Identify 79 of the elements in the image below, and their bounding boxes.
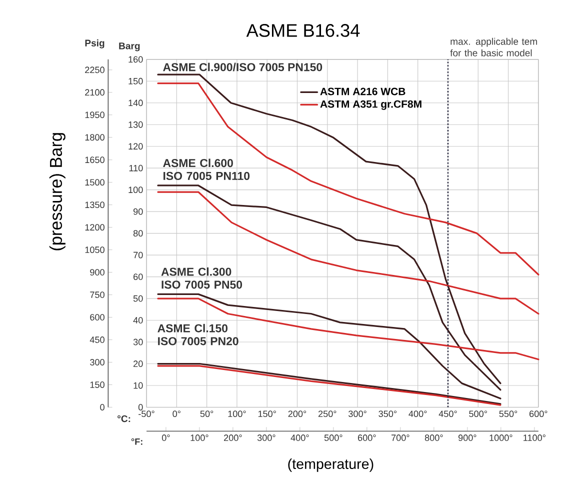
x-tick-label: 150° — [258, 410, 276, 418]
x2-axis-title: °F: — [131, 438, 142, 445]
y-axis-title: Barg — [119, 42, 140, 52]
line-series — [157, 74, 502, 384]
text: (pressure) Barg — [49, 133, 66, 250]
y2-tick-label: 750 — [90, 292, 104, 298]
line-series — [157, 82, 540, 276]
y-tick-label: 10 — [134, 382, 143, 389]
y2-axis-title: Psig — [85, 40, 104, 48]
y-tick-label: 60 — [134, 274, 143, 280]
annotation: ASME Cl.300 ISO 7005 PN50 — [161, 268, 242, 289]
chart-title: ASME B16.34 — [246, 24, 360, 38]
x-tick-label: 0° — [172, 410, 180, 418]
y2-tick-label: 1650 — [85, 156, 104, 164]
x2-tick-label: 700° — [392, 434, 410, 442]
x2-tick-label: 1100° — [524, 434, 546, 442]
y-tick-label: 150 — [128, 78, 143, 84]
y-tick-label: 0 — [138, 404, 143, 411]
annotation: ASME Cl.150 ISO 7005 PN20 — [158, 324, 238, 346]
legend-label: ASTM A216 WCB — [320, 88, 406, 96]
line-series — [157, 191, 540, 315]
y-tick-label: 100 — [128, 186, 143, 194]
y-tick-label: 70 — [134, 252, 143, 258]
y2-tick-label: 900 — [90, 269, 104, 276]
x-tick-label: 100° — [228, 410, 246, 418]
y-tick-label: 40 — [133, 317, 143, 324]
x-tick-label: 450° — [438, 410, 457, 418]
y2-tick-label: 1800 — [85, 134, 104, 141]
y2-tick-label: 1200 — [85, 224, 104, 231]
y2-tick-label: 1350 — [85, 202, 104, 208]
x2-tick-label: 400° — [290, 434, 309, 442]
y-tick-label: 50 — [133, 295, 143, 302]
x-tick-label: 350° — [378, 410, 397, 418]
annotation: ASME Cl.600 ISO 7005 PN110 — [163, 158, 250, 180]
x2-tick-label: 0° — [162, 434, 170, 442]
x-tick-label: 250° — [318, 410, 336, 418]
x2-tick-label: 600° — [358, 434, 376, 442]
line-series — [157, 184, 502, 391]
x2-tick-label: 1000° — [490, 434, 512, 442]
ref-line-label: max. applicable tem for the basic model — [450, 38, 537, 56]
x-axis-title: (temperature) — [288, 458, 374, 472]
x-tick-label: 200° — [288, 410, 306, 418]
x-tick-label: -50° — [138, 410, 154, 418]
y-tick-label: 110 — [129, 165, 143, 172]
y-tick-label: 140 — [128, 100, 143, 106]
y2-tick-label: 600 — [90, 314, 104, 321]
x2-tick-label: 800° — [424, 434, 443, 442]
y2-tick-label: 2250 — [85, 66, 104, 74]
y-tick-label: 160 — [128, 56, 143, 63]
y2-tick-label: 1050 — [85, 246, 104, 254]
x-tick-label: 500° — [469, 410, 487, 418]
y-tick-label: 90 — [133, 208, 143, 215]
x-tick-label: 50° — [200, 410, 214, 418]
y-tick-label: 20 — [134, 360, 143, 368]
y2-tick-label: 0 — [100, 404, 104, 411]
x2-tick-label: 500° — [324, 434, 342, 442]
x2-tick-label: 100° — [190, 434, 208, 442]
x-tick-label: 600° — [530, 410, 548, 418]
annotation: ASME Cl.900/ISO 7005 PN150 — [163, 62, 322, 72]
legend-label: ASTM A351 gr.CF8M — [320, 100, 422, 110]
y2-tick-label: 450 — [90, 336, 104, 344]
y2-tick-label: 1500 — [85, 179, 104, 186]
x-tick-label: 550° — [499, 410, 518, 418]
y2-tick-label: 300 — [90, 359, 104, 366]
line-series — [157, 294, 502, 400]
x2-tick-label: 900° — [458, 434, 476, 442]
y2-tick-label: 150 — [90, 382, 104, 388]
x-tick-label: 400° — [408, 410, 427, 418]
y2-tick-label: 2100 — [85, 89, 104, 96]
y-tick-label: 120 — [128, 143, 143, 150]
y-tick-label: 30 — [133, 338, 143, 346]
x2-tick-label: 200° — [224, 434, 242, 442]
text: °C: — [118, 415, 130, 422]
x-tick-label: 300° — [348, 410, 366, 418]
x2-tick-label: 300° — [257, 434, 276, 442]
y-tick-label: 80 — [133, 230, 143, 237]
y-tick-label: 130 — [128, 122, 143, 128]
y2-tick-label: 1950 — [85, 112, 104, 118]
line-series — [157, 298, 540, 360]
